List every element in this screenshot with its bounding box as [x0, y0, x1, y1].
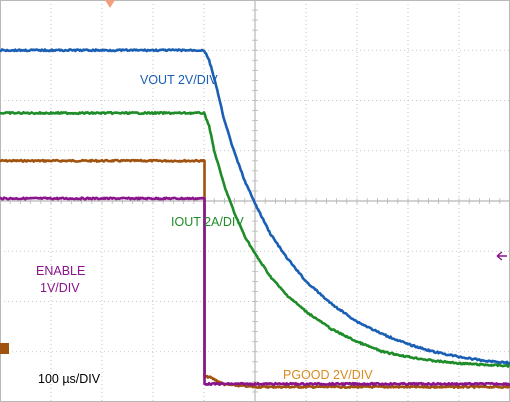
pgood-label: PGOOD 2V/DIV	[283, 368, 373, 382]
iout-trace	[0, 110, 510, 368]
trigger-marker	[105, 0, 115, 8]
vout-trace	[0, 48, 510, 365]
pgood-trace	[0, 158, 510, 390]
iout-label: IOUT 2A/DIV	[171, 215, 244, 229]
level-marker	[496, 251, 507, 261]
enable-label: ENABLE	[36, 264, 85, 278]
timebase-label: 100 µs/DIV	[38, 372, 101, 386]
markers	[0, 0, 507, 354]
enable-scale-label: 1V/DIV	[40, 281, 80, 295]
vout-label: VOUT 2V/DIV	[140, 73, 218, 87]
labels: VOUT 2V/DIV IOUT 2A/DIV ENABLE 1V/DIV PG…	[36, 73, 373, 386]
enable-trace	[0, 196, 510, 386]
ground-marker	[0, 343, 9, 354]
traces	[0, 48, 510, 390]
